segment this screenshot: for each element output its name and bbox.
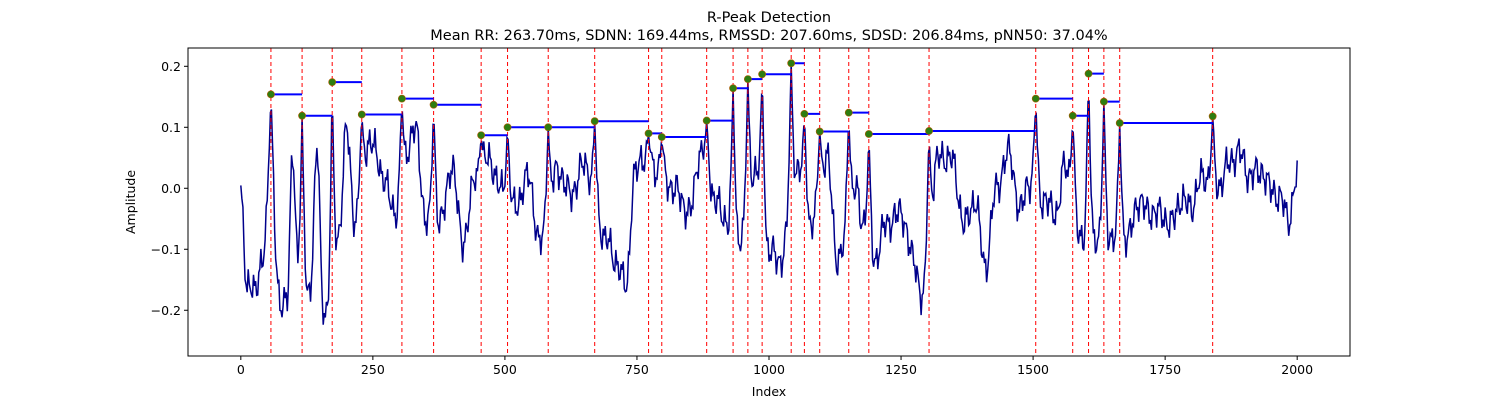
r-peak-point-24 — [1084, 69, 1093, 78]
r-peak-point-10 — [644, 129, 653, 138]
x-tick-label: 1000 — [753, 362, 785, 377]
plot-area — [240, 48, 1298, 356]
y-tick-label: 0.1 — [161, 120, 181, 135]
r-peak-point-26 — [1115, 119, 1124, 127]
y-axis-label: Amplitude — [123, 170, 138, 234]
r-peak-point-18 — [815, 127, 824, 136]
plot-frame — [187, 47, 1351, 357]
r-peak-point-5 — [429, 100, 438, 109]
r-peak-point-23 — [1068, 111, 1077, 120]
r-peak-point-6 — [477, 131, 486, 140]
x-tick-label: 750 — [625, 362, 649, 377]
r-peak-point-14 — [743, 75, 752, 84]
y-tick-label: −0.2 — [151, 303, 181, 318]
r-peak-point-0 — [267, 90, 275, 99]
r-peak-point-8 — [544, 123, 553, 132]
y-tick-label: 0.0 — [161, 181, 181, 196]
chart-subtitle: Mean RR: 263.70ms, SDNN: 169.44ms, RMSSD… — [430, 28, 1107, 44]
r-peak-point-21 — [925, 127, 933, 135]
x-tick-label: 1500 — [1017, 362, 1049, 377]
y-tick-label: −0.1 — [151, 242, 181, 257]
r-peak-point-27 — [1208, 112, 1217, 121]
r-peak-point-15 — [758, 70, 767, 79]
x-axis-label: Index — [752, 384, 786, 399]
y-axis: −0.2 −0.1 0.0 0.1 0.2 — [151, 59, 188, 318]
x-tick-label: 500 — [493, 362, 517, 377]
x-tick-label: 250 — [361, 362, 385, 377]
x-tick-label: 0 — [237, 362, 245, 377]
chart-title: R-Peak Detection — [707, 10, 831, 26]
x-tick-label: 1750 — [1149, 362, 1181, 377]
ecg-signal-line — [240, 63, 1298, 325]
r-peak-point-12 — [702, 116, 711, 125]
r-peak-point-13 — [729, 84, 737, 93]
x-tick-label: 1250 — [885, 362, 917, 377]
r-peak-point-4 — [398, 94, 406, 103]
r-peak-point-22 — [1031, 94, 1040, 103]
r-peak-point-7 — [503, 123, 512, 132]
y-tick-label: 0.2 — [161, 59, 181, 74]
r-peak-point-3 — [357, 110, 366, 119]
r-peak-point-17 — [800, 109, 809, 118]
r-peak-point-25 — [1099, 97, 1108, 106]
r-peak-point-1 — [298, 111, 306, 120]
x-tick-label: 2000 — [1281, 362, 1313, 377]
r-peak-point-19 — [844, 108, 853, 117]
r-peak-point-20 — [864, 130, 873, 138]
r-peak-point-16 — [787, 59, 796, 68]
r-peak-point-2 — [328, 78, 337, 87]
x-axis: 0 250 500 750 1000 1250 1500 1750 2000 — [237, 356, 1313, 377]
r-peak-point-11 — [657, 133, 666, 141]
r-peak-point-9 — [590, 117, 599, 126]
